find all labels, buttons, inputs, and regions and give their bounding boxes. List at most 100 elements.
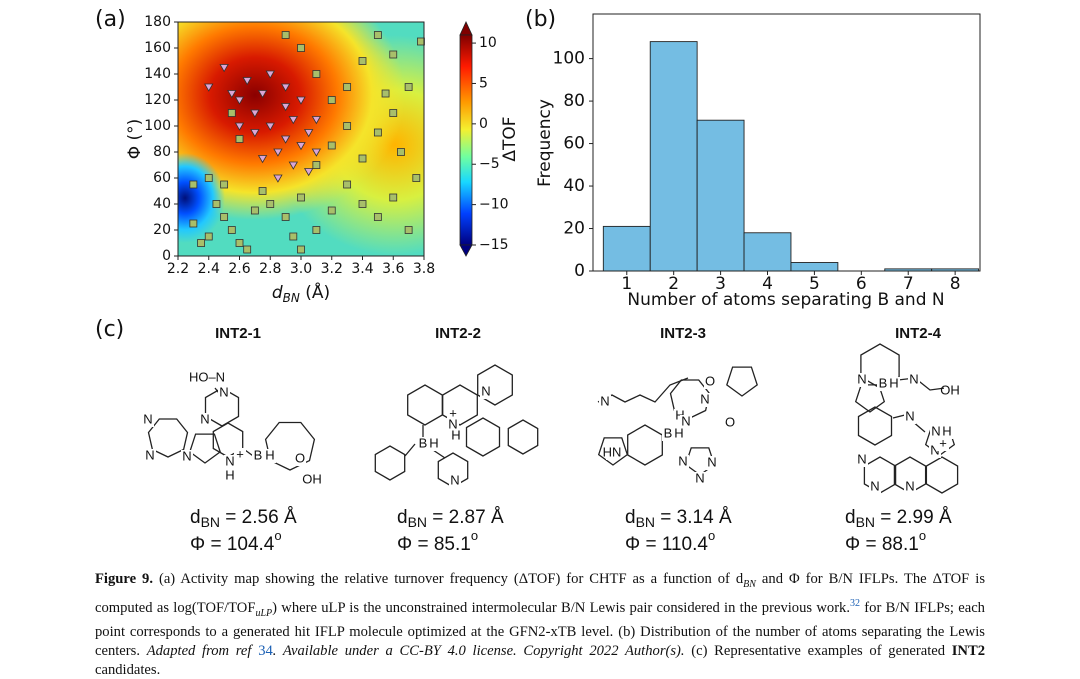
triangle-point [280, 135, 291, 144]
square-point [212, 200, 221, 208]
ring [465, 417, 501, 457]
atom-bg [856, 453, 868, 467]
atom-bg [449, 474, 461, 488]
caption-segment: INT2 [951, 642, 985, 659]
atom-bg [944, 384, 956, 398]
atom-label: N [707, 454, 716, 469]
y-tick-label: 40 [153, 196, 171, 212]
phi-symbol: Φ [190, 534, 205, 555]
dbn-subscript: BN [636, 514, 655, 530]
square-point [235, 135, 244, 143]
atom-bg [199, 413, 211, 427]
atom-label: H [225, 467, 234, 482]
x-tick-label: 3.6 [382, 261, 404, 277]
square-point [281, 213, 290, 221]
triangle-point [296, 96, 306, 105]
square-point [373, 128, 382, 137]
ring [189, 433, 221, 464]
colorbar-tick-label: −5 [479, 156, 500, 172]
atom-label: + [449, 405, 457, 420]
molecule-structures [147, 343, 959, 494]
triangle-point [234, 96, 245, 105]
x-axis-label: Number of atoms separating B and N [627, 290, 944, 310]
atom-label: N [225, 453, 234, 468]
figure-caption: Figure 9. (a) Activity map showing the r… [95, 570, 985, 679]
caption-segment: Figure 9. [95, 571, 153, 587]
square-point [343, 122, 352, 130]
dbn-value: dBN = 3.14 Å [625, 507, 732, 530]
square-point [220, 180, 229, 189]
caption-segment: uLP [255, 607, 273, 619]
atom-label: B [254, 447, 263, 462]
atom-bg [694, 472, 706, 486]
triangle-point [311, 116, 322, 125]
atom-bg [252, 449, 264, 463]
square-point [297, 245, 305, 254]
atom-label: N [909, 371, 918, 386]
triangle-point [288, 161, 299, 170]
atom-label: H [429, 435, 438, 450]
square-point [197, 239, 205, 247]
histogram-bar [743, 232, 792, 272]
ring [374, 445, 406, 481]
triangle-point [273, 148, 283, 157]
ring [442, 384, 478, 426]
atom-label: H [674, 425, 683, 440]
y-tick-label: 80 [153, 144, 171, 160]
square-point [189, 219, 198, 228]
atom-label: N [145, 447, 154, 462]
phi-degree: o [471, 528, 478, 543]
colorbar-extend-bottom [459, 244, 473, 257]
atom-bg [904, 480, 916, 494]
y-tick-label: 20 [563, 219, 585, 239]
plot-frame [592, 13, 981, 272]
phi-symbol: Φ [397, 534, 412, 555]
ring [147, 418, 189, 458]
atom-label: N [857, 371, 866, 386]
square-point [412, 174, 421, 182]
y-tick-label: 40 [563, 176, 585, 196]
triangle-point [280, 103, 291, 112]
square-point [312, 70, 321, 78]
molecule-title: INT2-1 [215, 325, 261, 342]
figure: (a)2.2 2.4 2.6 2.8 3.0 3.2 3.4 3.6 3.80204060801… [95, 7, 981, 555]
atom-label: B [419, 435, 428, 450]
phi-number: = 104.4 [205, 534, 275, 555]
atom-bg [224, 455, 236, 469]
atom-bg [417, 437, 429, 451]
x-tick-label: 3.4 [351, 261, 373, 277]
x-tick-label: 7 [903, 274, 914, 294]
square-point [327, 96, 336, 104]
triangle-point [257, 90, 268, 99]
x-axis-label: dBN (Å) [272, 281, 330, 305]
atom-label: N [681, 413, 690, 428]
atom-label: N [857, 451, 866, 466]
dbn-symbol: d [190, 507, 201, 528]
ring [669, 379, 711, 419]
y-tick-label: 100 [144, 118, 171, 134]
x-label-subscript: BN [283, 291, 300, 305]
atom-bg [908, 373, 920, 387]
atom-label: N [600, 393, 609, 408]
atom-label: N [182, 448, 191, 463]
square-point [358, 154, 367, 163]
square-point [204, 174, 213, 182]
panel-label: (c) [95, 317, 124, 342]
square-point [327, 141, 336, 150]
square-point [381, 89, 390, 98]
atom-label: N [143, 411, 152, 426]
phi-value: Φ = 88.1o [845, 528, 926, 555]
atom-label: N [695, 470, 704, 485]
atom-label: H [942, 423, 951, 438]
atom-label: N [700, 391, 709, 406]
atom-bg [673, 427, 685, 441]
dbn-number: = 2.56 Å [220, 507, 297, 528]
y-tick-label: 100 [553, 49, 585, 69]
atom-bg [294, 452, 306, 466]
ring [507, 419, 539, 455]
atom-bg [264, 449, 276, 463]
atom-bg [856, 373, 868, 387]
atom-bg [877, 377, 889, 391]
atom-label: HO–N [189, 369, 225, 384]
atom-label: B [664, 425, 673, 440]
